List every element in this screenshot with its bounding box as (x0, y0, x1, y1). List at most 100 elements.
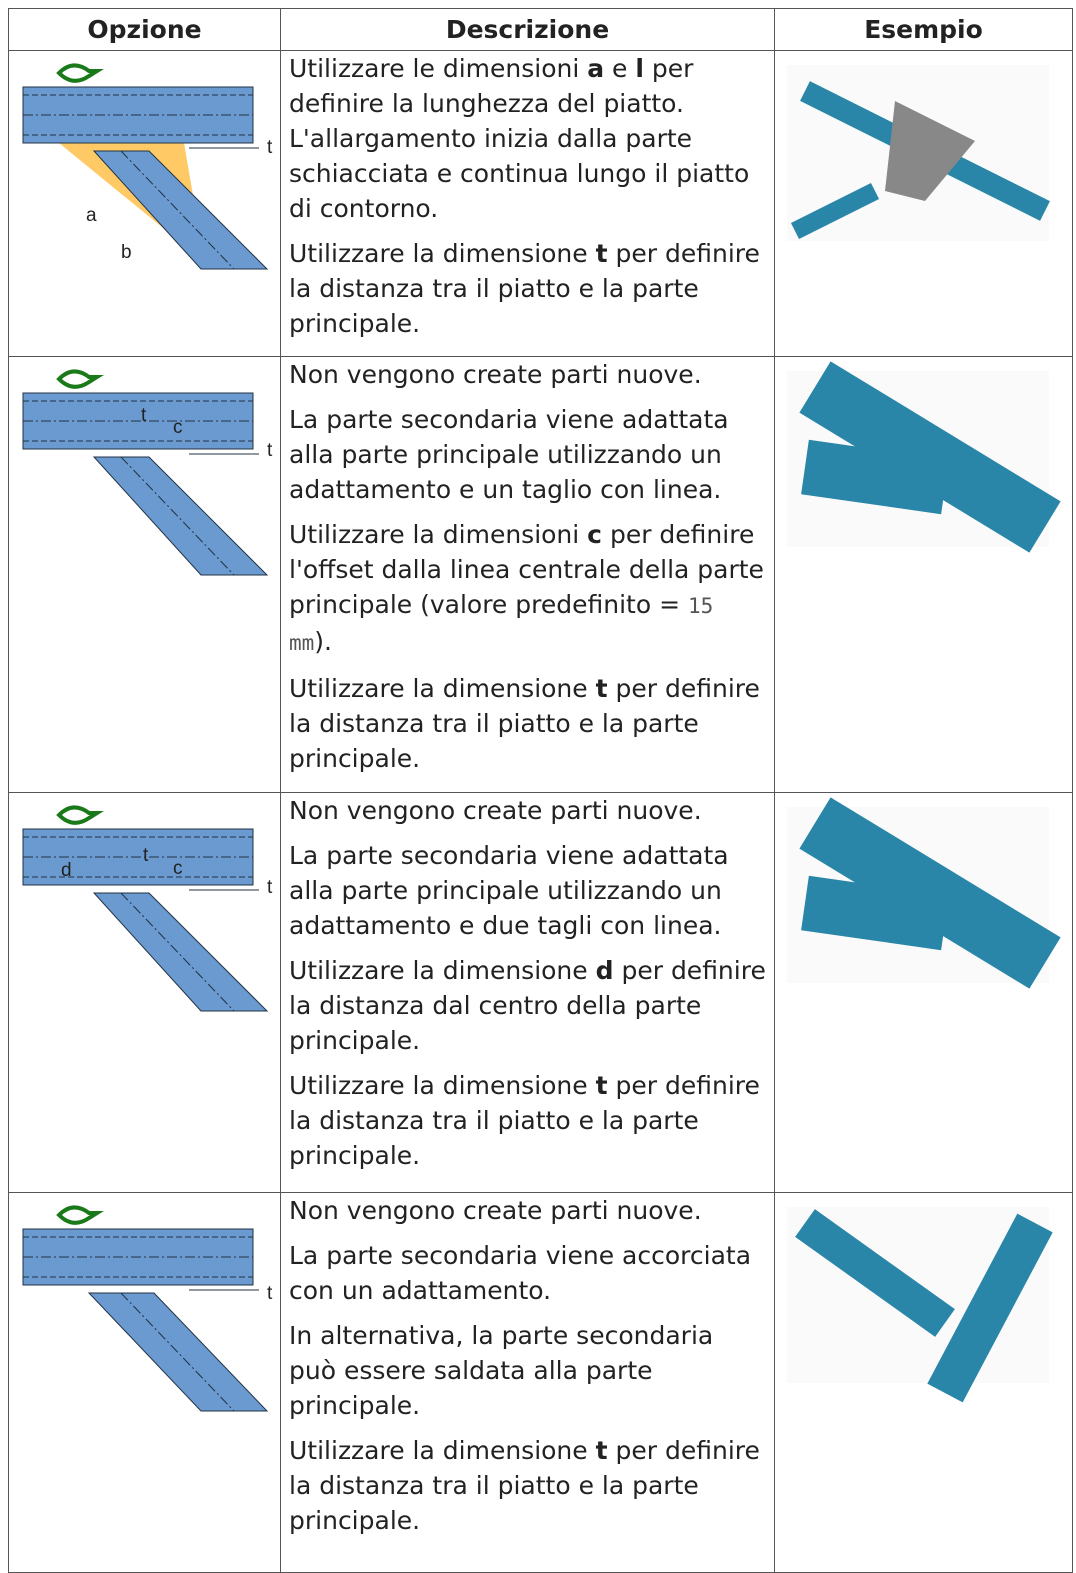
text-run: Utilizzare la dimensione (289, 674, 596, 703)
example-cell (774, 792, 1073, 1193)
table-row: t Non vengono create parti nuove. La parte… (8, 1192, 1073, 1573)
paragraph: Non vengono create parti nuove. (289, 1193, 766, 1228)
text-run: per definire l'offset dalla linea centra… (289, 520, 764, 619)
text-run: Utilizzare la dimensione (289, 239, 596, 268)
eye-icon (56, 369, 104, 389)
options-table: Opzione Descrizione Esempio t a b Utilizzar… (8, 8, 1073, 1573)
pipe (790, 182, 880, 240)
text-run: per definire la distanza dal centro dell… (289, 956, 766, 1055)
text-run: per definire la distanza tra il piatto e… (289, 239, 760, 338)
text-run: Non vengono create parti nuove. (289, 1196, 702, 1225)
text-run: per definire la distanza tra il piatto e… (289, 674, 760, 773)
example-cell (774, 50, 1073, 357)
paragraph: Utilizzare la dimensione d per definire … (289, 953, 766, 1058)
paragraph: La parte secondaria viene adattata alla … (289, 838, 766, 943)
description-cell: Non vengono create parti nuove. La parte … (280, 792, 775, 1193)
description-cell: Utilizzare le dimensioni a e l per defin… (280, 50, 775, 357)
pipe (799, 797, 1061, 989)
paragraph: In alternativa, la parte secondaria può … (289, 1318, 766, 1423)
example-image (787, 797, 1061, 989)
option-cell: t c t (8, 356, 281, 793)
example-cell (774, 356, 1073, 793)
text-run: Utilizzare la dimensioni (289, 520, 588, 549)
table-row: d t c t Non vengono create parti nuove. La pa… (8, 792, 1073, 1193)
secondary-beam (87, 1292, 269, 1412)
example-image (787, 361, 1061, 553)
paragraph: Non vengono create parti nuove. (289, 793, 766, 828)
header-cell: Opzione (8, 8, 281, 51)
eye-icon (56, 63, 104, 83)
eye-icon (56, 1205, 104, 1225)
dimension-label: d (61, 860, 72, 881)
paragraph: La parte secondaria viene adattata alla … (289, 402, 766, 507)
example-image (787, 1207, 1053, 1403)
dimension-label: t (267, 137, 273, 158)
text-run: t (595, 1436, 608, 1465)
text-run: La parte secondaria viene accorciata con… (289, 1241, 752, 1305)
secondary-beam (92, 892, 269, 1012)
plate (885, 101, 975, 201)
pipe (795, 1209, 955, 1337)
dimension-label: c (173, 417, 183, 438)
pipe (801, 439, 949, 515)
option-diagram: t (22, 1205, 273, 1412)
option-diagram: t c t (22, 369, 273, 576)
header-cell: Esempio (774, 8, 1073, 51)
description-cell: Non vengono create parti nuove. La parte … (280, 356, 775, 793)
text-run: t (595, 674, 608, 703)
table-row: t c t Non vengono create parti nuove. La par… (8, 356, 1073, 793)
text-run: 15 mm (289, 594, 714, 655)
table-row: t a b Utilizzare le dimensioni a e l per de… (8, 50, 1073, 357)
pipe (799, 361, 1061, 553)
secondary-axis (120, 456, 235, 576)
dimension-label: b (121, 242, 132, 263)
text-run: Utilizzare la dimensione (289, 1071, 596, 1100)
dimension-label: t (267, 1283, 273, 1304)
secondary-axis (120, 150, 235, 270)
text-run: l (635, 54, 644, 83)
text-run: e (604, 54, 636, 83)
pipe (927, 1213, 1053, 1403)
example-image (787, 65, 1050, 241)
dimension-label: t (267, 877, 273, 898)
dimension-label: t (267, 440, 273, 461)
text-run: t (595, 1071, 608, 1100)
secondary-beam (92, 150, 269, 270)
text-run: per definire la distanza tra il piatto e… (289, 1436, 760, 1535)
secondary-axis (120, 1292, 235, 1412)
text-run: a (587, 54, 605, 83)
header-row: Opzione Descrizione Esempio (8, 8, 1073, 51)
dimension-label: t (141, 405, 147, 426)
paragraph: Utilizzare la dimensione t per definire … (289, 236, 766, 341)
text-run: Utilizzare la dimensione (289, 1436, 596, 1465)
paragraph: Utilizzare le dimensioni a e l per defin… (289, 51, 766, 226)
text-run: t (595, 239, 608, 268)
option-cell: d t c t (8, 792, 281, 1193)
paragraph: Utilizzare la dimensioni c per definire … (289, 517, 766, 661)
option-diagram: d t c t (22, 805, 273, 1012)
header-cell: Descrizione (280, 8, 775, 51)
text-run: d (595, 956, 614, 985)
text-run: La parte secondaria viene adattata alla … (289, 405, 729, 504)
text-run: per definire la distanza tra il piatto e… (289, 1071, 760, 1170)
text-run: per definire la lunghezza del piatto. L'… (289, 54, 750, 223)
option-diagram: t a b (22, 63, 273, 270)
dimension-label: c (173, 858, 183, 879)
example-cell (774, 1192, 1073, 1573)
dimension-label: a (86, 205, 97, 226)
description-cell: Non vengono create parti nuove. La parte … (280, 1192, 775, 1573)
secondary-beam (92, 456, 269, 576)
text-run: Non vengono create parti nuove. (289, 796, 702, 825)
text-run: Non vengono create parti nuove. (289, 360, 702, 389)
pipe (801, 875, 949, 951)
paragraph: Utilizzare la dimensione t per definire … (289, 1068, 766, 1173)
dimension-label: t (143, 845, 149, 866)
eye-icon (56, 805, 104, 825)
paragraph: La parte secondaria viene accorciata con… (289, 1238, 766, 1308)
text-run: c (587, 520, 602, 549)
text-run: In alternativa, la parte secondaria può … (289, 1321, 714, 1420)
option-cell: t (8, 1192, 281, 1573)
text-run: La parte secondaria viene adattata alla … (289, 841, 729, 940)
text-run: Utilizzare la dimensione (289, 956, 596, 985)
